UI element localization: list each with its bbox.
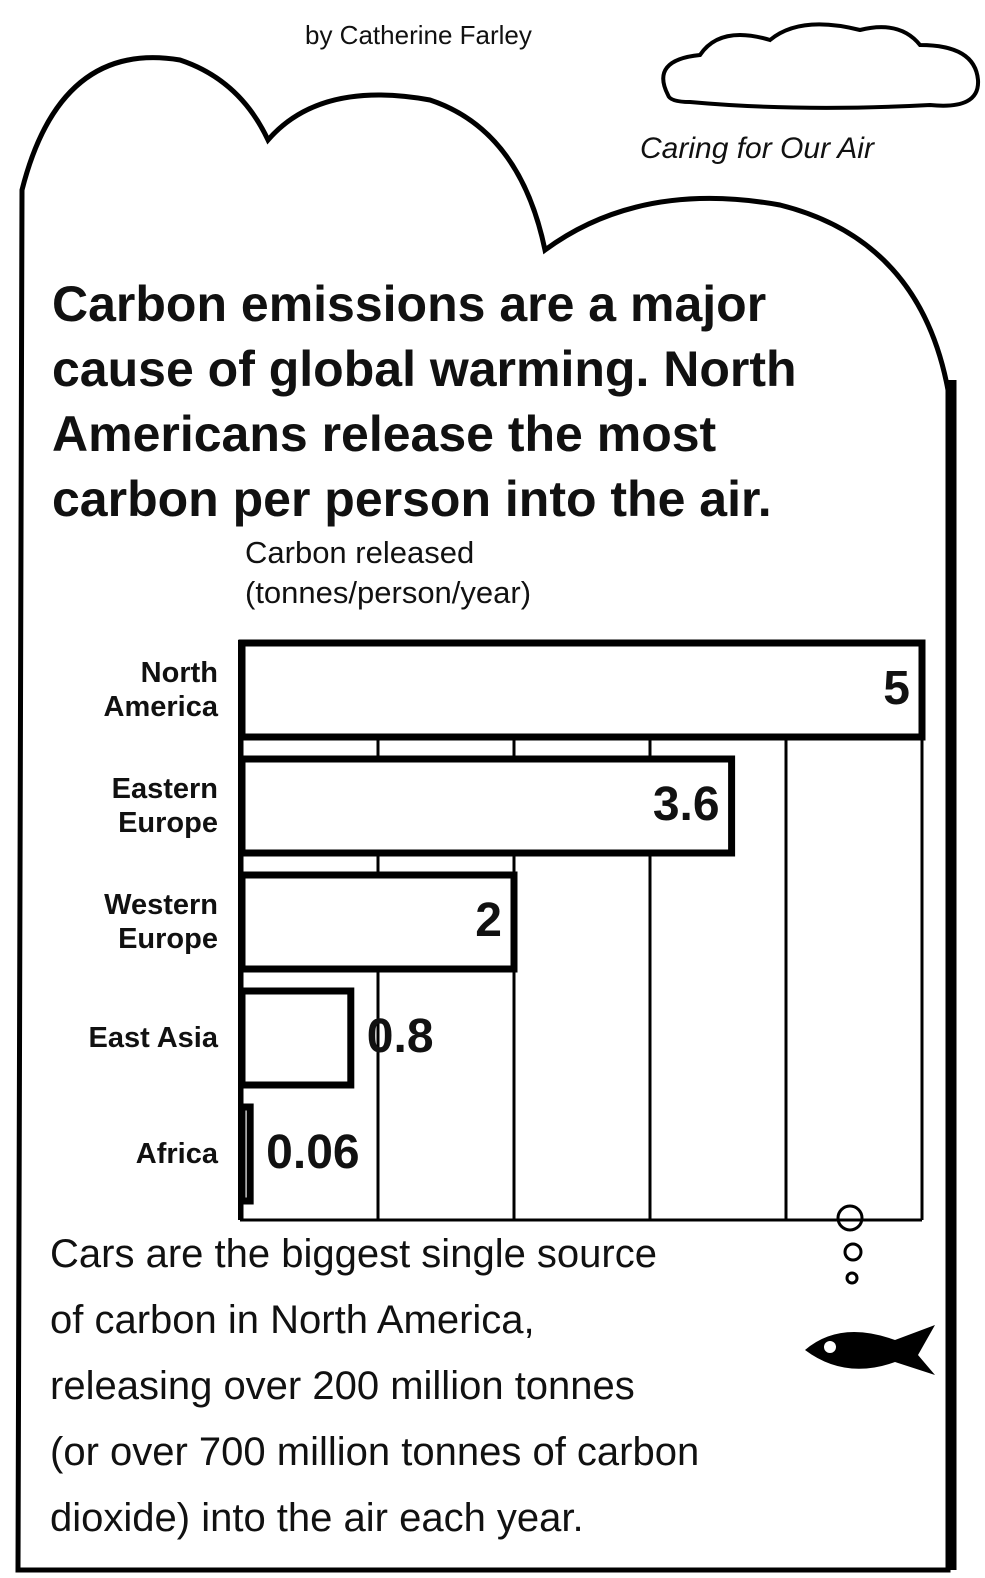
- value-label: 2: [475, 893, 502, 948]
- axis-title: (tonnes/person/year): [245, 575, 531, 611]
- value-label: 5: [883, 661, 910, 716]
- category-label: East Asia: [40, 988, 218, 1088]
- category-label: Western Europe: [40, 872, 218, 972]
- bar: [242, 875, 514, 969]
- value-label: 0.8: [367, 1009, 434, 1064]
- category-label: Eastern Europe: [40, 756, 218, 856]
- bar: [242, 1107, 250, 1201]
- category-label: Africa: [40, 1104, 218, 1204]
- footer-line: Cars are the biggest single source: [50, 1232, 657, 1277]
- bar: [242, 991, 351, 1085]
- bubble: [847, 1273, 857, 1283]
- headline-line: Americans release the most: [52, 405, 716, 463]
- bubble: [845, 1244, 861, 1260]
- byline: by Catherine Farley: [305, 20, 532, 51]
- bubble: [838, 1206, 862, 1230]
- headline-line: cause of global warming. North: [52, 340, 797, 398]
- tagline: Caring for Our Air: [640, 132, 874, 166]
- footer-line: of carbon in North America,: [50, 1298, 535, 1343]
- value-label: 3.6: [653, 777, 720, 832]
- page: by Catherine Farley Caring for Our Air C…: [0, 0, 985, 1578]
- footer-line: dioxide) into the air each year.: [50, 1496, 584, 1541]
- category-label: North America: [40, 640, 218, 740]
- footer-line: releasing over 200 million tonnes: [50, 1364, 635, 1409]
- axis-title: Carbon released: [245, 535, 474, 571]
- bar: [242, 643, 922, 737]
- small-cloud: [663, 24, 978, 108]
- headline-line: Carbon emissions are a major: [52, 275, 766, 333]
- fish-eye: [824, 1341, 836, 1353]
- headline-line: carbon per person into the air.: [52, 470, 772, 528]
- value-label: 0.06: [266, 1125, 359, 1180]
- footer-line: (or over 700 million tonnes of carbon: [50, 1430, 699, 1475]
